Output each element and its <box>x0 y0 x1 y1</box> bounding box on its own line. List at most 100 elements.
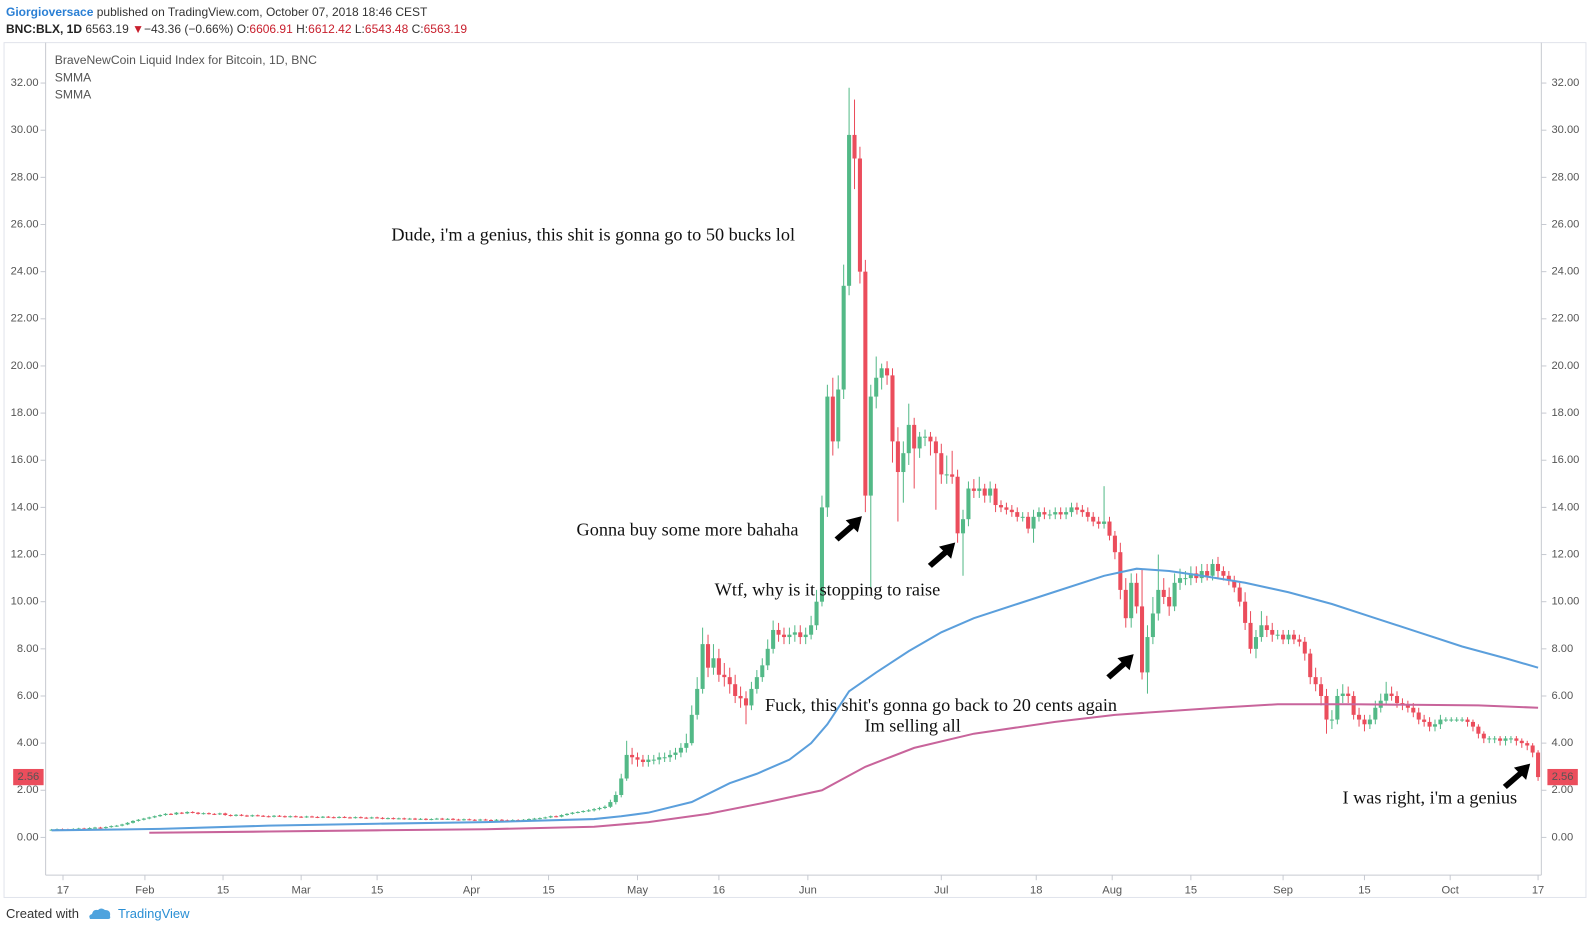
x-tick-label: 17 <box>1532 884 1544 896</box>
y-tick-label: 32.00 <box>11 77 39 89</box>
candle-body <box>1498 738 1503 741</box>
candle-body <box>190 811 195 813</box>
y-tick-label: 2.00 <box>17 784 39 796</box>
candle-body <box>754 677 759 689</box>
candle-body <box>407 818 412 820</box>
candle-body <box>993 488 998 506</box>
candle-body <box>1205 571 1210 576</box>
x-tick-label: May <box>627 884 648 896</box>
candle-body <box>1367 719 1372 725</box>
candle-body <box>423 818 428 820</box>
candle-body <box>1129 582 1134 619</box>
y-tick-label: 12.00 <box>1551 548 1579 560</box>
h-value: 6612.42 <box>308 22 352 36</box>
y-tick-label: 2.00 <box>1551 784 1573 796</box>
candle-body <box>1221 571 1226 576</box>
candle-body <box>890 375 895 442</box>
candle-body <box>662 757 667 759</box>
x-tick-label: 15 <box>1358 884 1370 896</box>
candle-body <box>559 815 564 817</box>
candle-body <box>1530 745 1535 753</box>
candle-body <box>852 134 857 159</box>
candle-body <box>380 817 385 819</box>
candle-body <box>228 815 233 817</box>
x-tick-label: 15 <box>542 884 554 896</box>
candle-body <box>244 815 249 817</box>
candle-body <box>1476 726 1481 734</box>
candle-body <box>114 825 119 827</box>
candle-body <box>494 819 499 821</box>
candle-body <box>418 818 423 820</box>
candle-body <box>375 817 380 819</box>
candle-body <box>163 813 168 816</box>
candle-body <box>657 757 662 760</box>
candle-body <box>1156 589 1161 614</box>
candle-body <box>700 644 705 689</box>
candle-body <box>901 453 906 473</box>
candle-body <box>575 811 580 813</box>
candle-body <box>168 813 173 815</box>
candle-body <box>825 396 830 508</box>
candle-body <box>613 794 618 803</box>
candle-body <box>49 829 54 831</box>
candle-body <box>597 807 602 810</box>
candle-body <box>988 488 993 496</box>
candle-body <box>277 815 282 817</box>
candle-body <box>592 809 597 811</box>
candle-body <box>1536 752 1541 778</box>
candle-body <box>1340 693 1345 696</box>
candle-body <box>342 816 347 818</box>
y-tick-label: 22.00 <box>11 313 39 325</box>
candle-body <box>1161 589 1166 597</box>
candle-body <box>255 815 260 817</box>
candle-body <box>152 816 157 818</box>
candle-body <box>239 814 244 816</box>
candle-body <box>1167 596 1172 607</box>
candle-body <box>1422 719 1427 722</box>
candle-body <box>1237 587 1242 602</box>
price: 6563.19 <box>85 22 129 36</box>
candle-body <box>1291 634 1296 640</box>
y-tick-label: 4.00 <box>1551 737 1573 749</box>
o-label: O: <box>236 22 250 36</box>
candle-body <box>939 453 944 475</box>
candle-body <box>760 665 765 678</box>
candle-body <box>1140 606 1145 673</box>
candle-body <box>158 815 163 817</box>
candle-body <box>1069 507 1074 513</box>
candle-body <box>673 752 678 755</box>
author[interactable]: Giorgioversace <box>6 5 94 19</box>
candle-body <box>1091 516 1096 522</box>
candle-body <box>1503 738 1508 741</box>
footer: Created with TradingView <box>0 906 1590 938</box>
y-tick-label: 8.00 <box>17 643 39 655</box>
candle-body <box>1297 639 1302 642</box>
candle-body <box>1080 509 1085 513</box>
candle-body <box>217 813 222 815</box>
candle-body <box>1226 575 1231 581</box>
candle-body <box>1405 705 1410 708</box>
candle-body <box>109 826 114 828</box>
h-label: H: <box>296 22 309 36</box>
candle-body <box>857 158 862 272</box>
candle-body <box>646 759 651 762</box>
change: −43.36 (−0.66%) <box>143 22 234 36</box>
candle-body <box>212 813 217 815</box>
x-tick-label: Jun <box>799 884 817 896</box>
brand[interactable]: TradingView <box>118 906 190 921</box>
candle-body <box>282 816 287 818</box>
logo <box>89 908 111 919</box>
candle-body <box>543 817 548 819</box>
candle-body <box>250 815 255 817</box>
candle-body <box>684 743 689 748</box>
candle-body <box>1384 693 1389 701</box>
candle-body <box>640 759 645 762</box>
candle-body <box>1416 712 1421 720</box>
candle-body <box>1215 563 1221 572</box>
candle-body <box>1427 721 1432 727</box>
y-tick-label: 24.00 <box>11 266 39 278</box>
candle-body <box>1313 677 1318 685</box>
y-tick-label: 14.00 <box>11 501 39 513</box>
candle-body <box>933 441 938 454</box>
candle-body <box>998 505 1004 508</box>
